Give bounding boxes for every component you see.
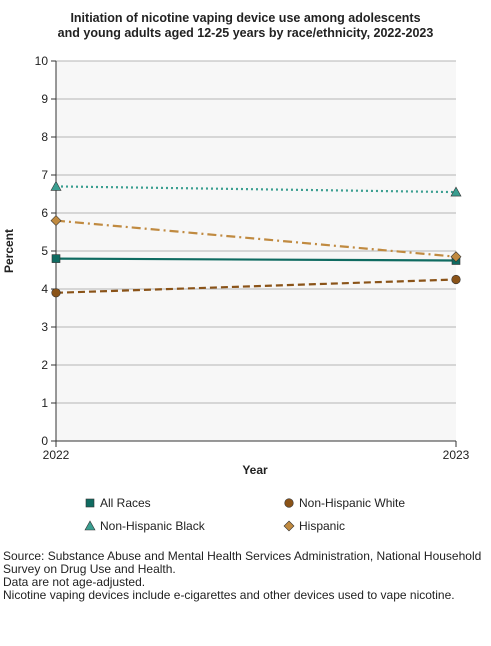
- legend-label: Non-Hispanic White: [299, 496, 405, 510]
- y-axis-ticks: 0 1 2 3 4 5 6 7 8 9 10: [35, 54, 56, 448]
- data-point: [450, 251, 462, 263]
- legend-item: Non-Hispanic Black: [84, 519, 206, 533]
- chart-title-line-2: and young adults aged 12-25 years by rac…: [57, 26, 434, 40]
- x-tick-label: 2022: [43, 448, 70, 462]
- gridlines: [56, 60, 456, 404]
- y-tick-label: 1: [41, 396, 48, 410]
- chart-title-line-1: Initiation of nicotine vaping device use…: [70, 11, 421, 25]
- legend-marker: [284, 498, 294, 508]
- source-note: Source: Substance Abuse and Mental Healt…: [3, 549, 482, 576]
- definition-note: Nicotine vaping devices include e-cigare…: [3, 588, 455, 602]
- series-layer: [50, 180, 462, 298]
- series-line: [55, 278, 457, 294]
- legend-label: All Races: [100, 496, 151, 510]
- y-tick-label: 6: [41, 206, 48, 220]
- x-tick-label: 2023: [443, 448, 470, 462]
- series-hispanic: [50, 215, 462, 263]
- data-point: [50, 180, 62, 191]
- series-line: [55, 257, 457, 262]
- legend: All Races Non-Hispanic White Non-Hispanic …: [84, 496, 405, 533]
- y-tick-label: 0: [41, 434, 48, 448]
- x-axis-ticks: 2022 2023: [43, 441, 470, 462]
- series-non-hispanic-white: [51, 274, 461, 298]
- y-tick-label: 9: [41, 92, 48, 106]
- legend-marker: [283, 520, 295, 532]
- y-tick-label: 2: [41, 358, 48, 372]
- legend-item: Non-Hispanic White: [284, 496, 405, 510]
- y-tick-label: 4: [41, 282, 48, 296]
- x-axis-title: Year: [242, 463, 268, 477]
- legend-item: All Races: [85, 496, 151, 510]
- legend-label: Non-Hispanic Black: [100, 519, 206, 533]
- y-tick-label: 3: [41, 320, 48, 334]
- y-tick-label: 10: [35, 54, 49, 68]
- legend-marker: [84, 520, 96, 531]
- y-axis-title: Percent: [2, 229, 16, 273]
- legend-item: Hispanic: [283, 519, 345, 533]
- data-point: [450, 186, 462, 197]
- line-chart: 0 1 2 3 4 5 6 7 8 9 10 2022 2023 Year Percent All R…: [2, 54, 470, 533]
- data-point: [451, 274, 461, 285]
- series-line: [55, 185, 457, 194]
- data-point: [51, 288, 61, 298]
- y-tick-label: 7: [41, 168, 48, 182]
- series-non-hispanic-black: [50, 180, 462, 197]
- age-adjustment-note: Data are not age-adjusted.: [3, 575, 146, 589]
- y-tick-label: 5: [41, 244, 48, 258]
- y-tick-label: 8: [41, 130, 48, 144]
- legend-label: Hispanic: [299, 519, 345, 533]
- legend-marker: [85, 498, 95, 508]
- data-point: [51, 254, 61, 263]
- data-point: [50, 215, 62, 227]
